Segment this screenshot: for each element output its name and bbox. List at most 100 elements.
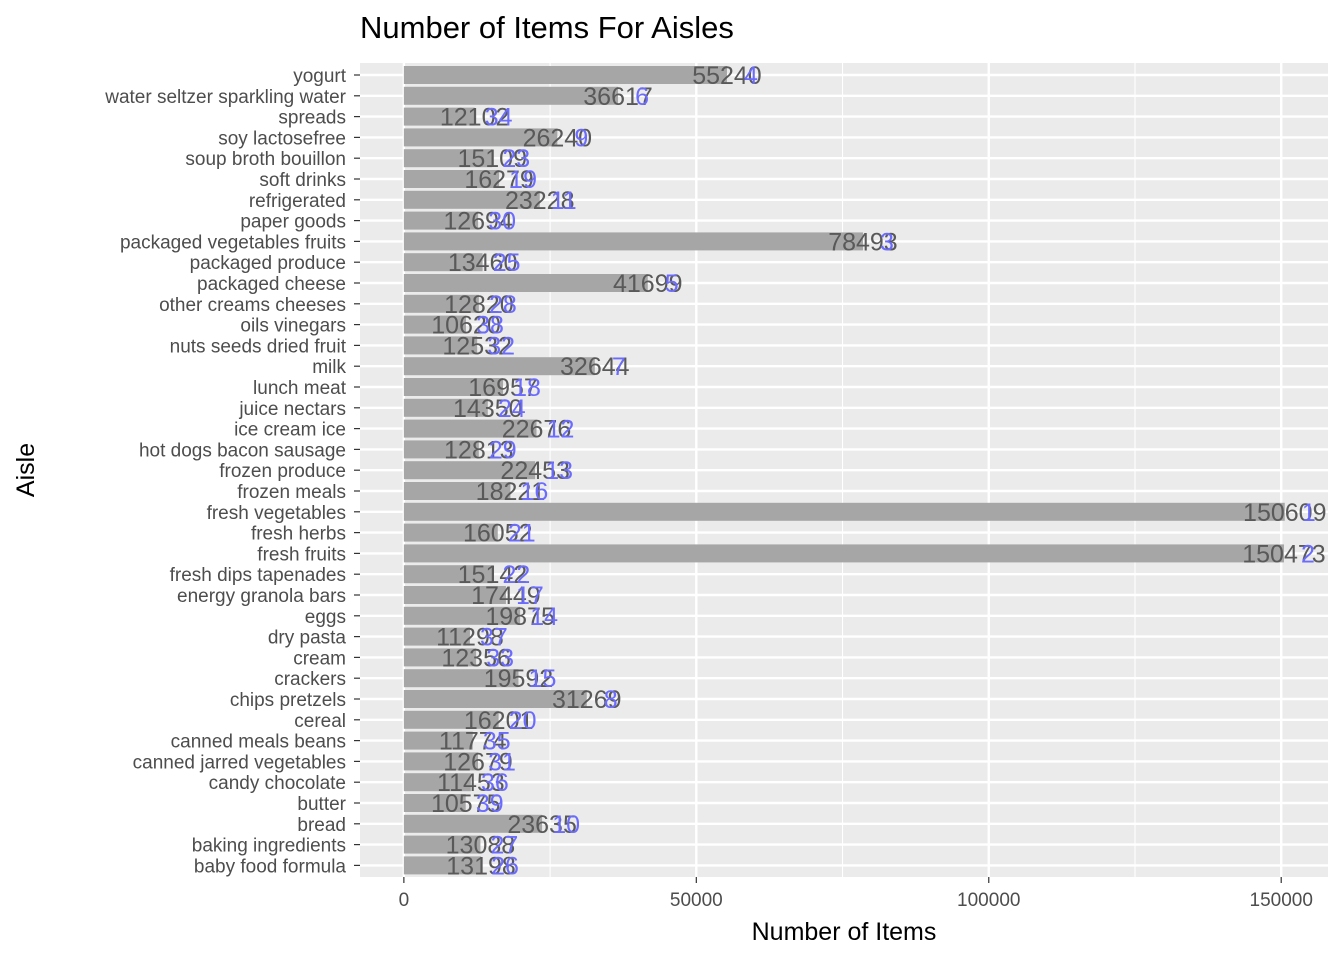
value-label: 26240 [523, 124, 593, 152]
rank-label: 21 [508, 520, 536, 548]
y-tick-label: fresh vegetables [207, 503, 346, 524]
value-label: 22676 [502, 416, 572, 444]
bar [403, 398, 488, 417]
bar [403, 86, 619, 105]
value-label: 17449 [471, 582, 541, 610]
rank-label: 20 [509, 707, 537, 735]
value-label: 12813 [444, 436, 514, 464]
bar [403, 190, 540, 209]
rank-label: 23 [502, 145, 530, 173]
bar [403, 294, 479, 313]
rank-label: 7 [612, 353, 626, 381]
value-label: 12694 [443, 208, 513, 236]
y-tick-label: cereal [294, 711, 346, 732]
bar [403, 856, 482, 875]
rank-label: 10 [552, 811, 580, 839]
rank-label: 36 [481, 769, 509, 797]
rank-label: 26 [491, 852, 519, 880]
y-tick-label: soft drinks [259, 170, 346, 191]
value-label: 150473 [1242, 540, 1325, 568]
bar [403, 378, 504, 396]
value-label: 19592 [484, 665, 554, 693]
rank-label: 3 [880, 228, 894, 256]
bar [403, 586, 506, 604]
rank-labels: 4634923191130325528383271824122913161212… [476, 62, 1316, 880]
bar [403, 440, 479, 459]
value-label: 16279 [464, 166, 534, 194]
value-label: 12679 [443, 748, 513, 776]
rank-label: 37 [480, 624, 508, 652]
x-tick-label: 0 [399, 890, 410, 911]
value-label: 78493 [828, 228, 898, 256]
rank-label: 29 [489, 436, 517, 464]
rank-label: 39 [476, 790, 504, 818]
rank-label: 12 [547, 416, 575, 444]
value-label: 12356 [441, 644, 511, 672]
bars [403, 66, 1285, 875]
y-tick-label: juice nectars [238, 399, 346, 420]
bar [403, 731, 473, 750]
y-tick-label: yogurt [293, 66, 347, 87]
rank-label: 22 [503, 561, 531, 589]
y-tick-label: frozen produce [219, 461, 346, 482]
y-tick-label: lunch meat [253, 378, 347, 399]
rank-label: 18 [513, 374, 541, 402]
rank-label: 1 [1302, 499, 1316, 527]
bar [403, 107, 475, 126]
bar [403, 232, 863, 251]
value-label: 32644 [560, 353, 630, 381]
bar [403, 523, 498, 542]
y-tick-label: paper goods [240, 212, 346, 233]
x-axis-label: Number of Items [752, 918, 937, 946]
value-labels: 5524036617121022624015109162792322812694… [431, 62, 1327, 880]
y-tick-label: cream [293, 648, 346, 669]
y-tick-label: baking ingredients [192, 836, 346, 857]
rank-label: 33 [486, 644, 514, 672]
y-tick-label: packaged produce [190, 253, 346, 274]
bar [403, 835, 481, 854]
bar [403, 710, 499, 729]
bar [403, 565, 493, 584]
bar [403, 482, 511, 500]
bar [403, 211, 479, 230]
y-tick-label: nuts seeds dried fruit [170, 336, 347, 357]
y-tick-label: candy chocolate [209, 773, 346, 794]
x-tick-label: 100000 [957, 890, 1020, 911]
bar [403, 128, 558, 147]
y-tick-label: other creams cheeses [159, 295, 346, 316]
bar [403, 794, 466, 812]
bar [403, 149, 493, 168]
y-tick-label: refrigerated [249, 191, 346, 212]
x-tick-label: 150000 [1250, 890, 1313, 911]
bar [403, 690, 587, 708]
value-label: 16957 [468, 374, 538, 402]
y-tick-label: canned meals beans [171, 732, 346, 753]
bar [403, 66, 727, 84]
bar [403, 773, 471, 792]
bar [403, 669, 519, 688]
y-tick-label: fresh herbs [251, 524, 346, 545]
bar [403, 814, 543, 833]
rank-label: 34 [485, 104, 513, 132]
value-label: 55240 [692, 62, 762, 90]
bar [403, 502, 1285, 521]
y-tick-label: eggs [305, 607, 346, 628]
bar [403, 253, 483, 272]
y-tick-label: dry pasta [268, 628, 347, 649]
y-tick-label: soup broth bouillon [185, 149, 346, 170]
y-tick-label: soy lactosefree [218, 128, 346, 149]
y-tick-label: oils vinegars [240, 316, 346, 337]
value-label: 16201 [464, 707, 534, 735]
rank-label: 13 [545, 457, 573, 485]
rank-label: 30 [488, 208, 516, 236]
rank-label: 5 [665, 270, 679, 298]
y-tick-label: canned jarred vegetables [133, 752, 346, 773]
y-tick-label: fresh fruits [257, 544, 346, 565]
bar [403, 648, 477, 667]
value-label: 10620 [431, 312, 501, 340]
y-tick-label: hot dogs bacon sausage [139, 440, 346, 461]
bar [403, 336, 478, 355]
x-axis-ticks: 0 50000 100000 150000 [399, 877, 1313, 911]
bar [403, 752, 479, 771]
